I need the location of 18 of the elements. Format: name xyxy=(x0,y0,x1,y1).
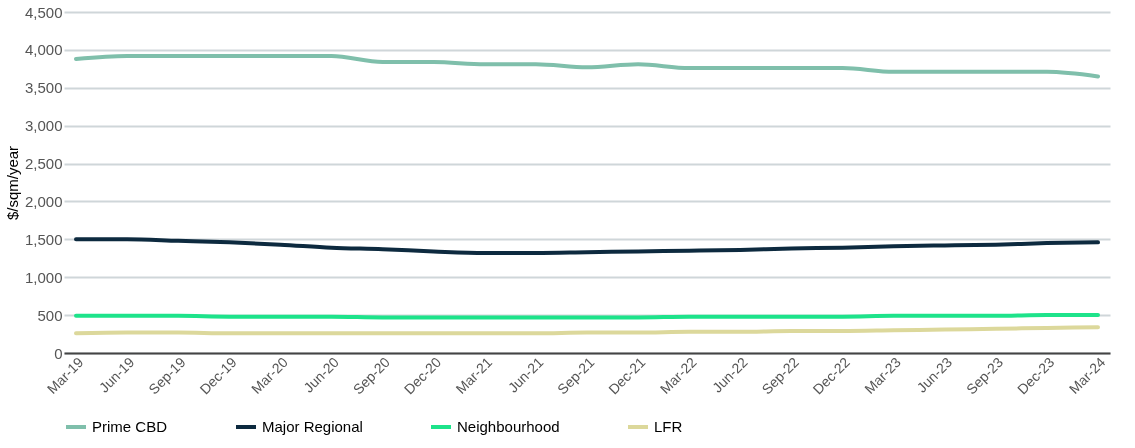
legend-label: Neighbourhood xyxy=(457,418,560,435)
y-tick-label: 4,500 xyxy=(24,3,63,21)
legend-label: LFR xyxy=(654,418,683,435)
y-tick-label: 0 xyxy=(54,344,63,362)
y-tick-label: 4,000 xyxy=(24,41,63,59)
line-series xyxy=(74,325,1100,336)
line-series xyxy=(74,53,1100,79)
y-tick-label: 1,000 xyxy=(24,268,63,286)
y-tick-label: 3,000 xyxy=(24,117,63,135)
legend-label: Major Regional xyxy=(262,418,363,435)
line-series xyxy=(74,237,1100,255)
y-tick-label: 2,500 xyxy=(24,155,63,173)
y-axis-title: $/sqm/year xyxy=(3,145,21,221)
y-tick-label: 1,500 xyxy=(24,230,63,248)
y-tick-label: 2,000 xyxy=(24,192,63,210)
y-tick-label: 3,500 xyxy=(24,79,63,97)
y-tick-label: 500 xyxy=(37,306,63,324)
legend-label: Prime CBD xyxy=(92,418,168,435)
